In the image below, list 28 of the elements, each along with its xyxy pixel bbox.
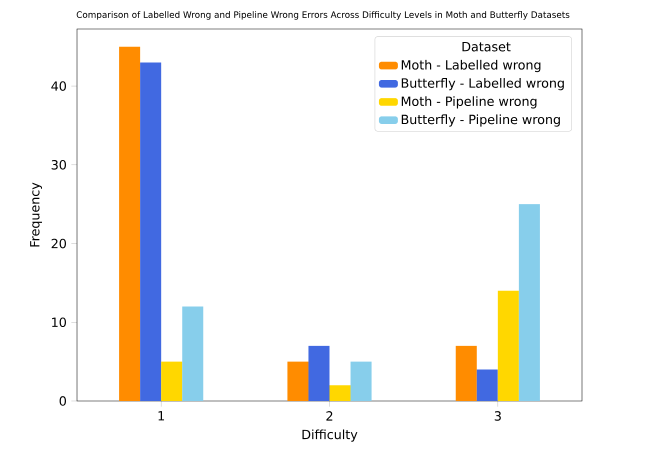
y-tick-label: 30 bbox=[52, 160, 66, 170]
y-axis-title: Frequency bbox=[30, 182, 42, 246]
x-tick-label: 2 bbox=[326, 411, 332, 421]
bar bbox=[287, 362, 308, 401]
bar bbox=[498, 290, 519, 401]
bar bbox=[350, 362, 372, 401]
legend-label: Moth - Pipeline wrong bbox=[402, 96, 536, 108]
chart-title: Comparison of Labelled Wrong and Pipeline Wrong Errors Across Difficulty Levels in Moth and Butterfly Datasets bbox=[76, 11, 570, 20]
legend-label: Butterfly - Labelled wrong bbox=[402, 78, 564, 90]
x-tick-label: 3 bbox=[494, 411, 501, 421]
y-tick-label: 0 bbox=[60, 396, 66, 406]
x-tick-label: 1 bbox=[158, 411, 164, 420]
y-tick-label: 40 bbox=[51, 81, 66, 91]
legend-label: Moth - Labelled wrong bbox=[402, 60, 540, 72]
bar bbox=[119, 46, 140, 401]
legend-title: Dataset bbox=[462, 42, 511, 52]
bar bbox=[308, 346, 330, 401]
bar bbox=[476, 369, 498, 401]
bar bbox=[330, 385, 351, 401]
bar bbox=[182, 306, 204, 401]
x-axis-title: Difficulty bbox=[302, 429, 358, 442]
bar bbox=[456, 346, 477, 401]
legend-label: Butterfly - Pipeline wrong bbox=[402, 114, 560, 127]
bar bbox=[140, 62, 162, 401]
bar bbox=[518, 204, 540, 401]
y-tick-label: 20 bbox=[52, 238, 66, 248]
y-tick-label: 10 bbox=[52, 317, 66, 328]
bar bbox=[161, 362, 182, 401]
